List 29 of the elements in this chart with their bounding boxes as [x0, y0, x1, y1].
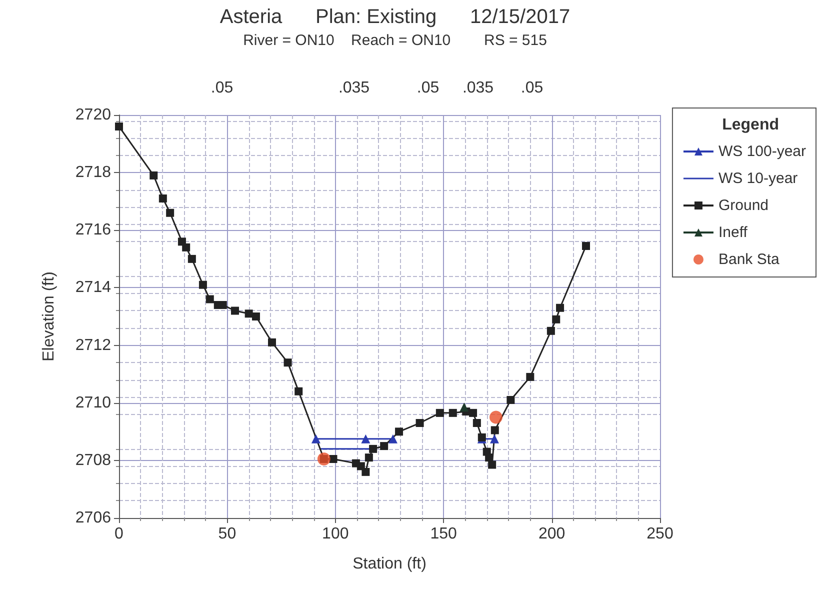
- y-tick-label: 2714: [75, 279, 112, 296]
- y-tick-label: 2718: [75, 164, 112, 182]
- x-tick-label: 100: [322, 526, 349, 542]
- legend-label: WS 10-year: [718, 170, 798, 187]
- y-tick-label: 2712: [75, 336, 112, 354]
- y-axis-title: Elevation (ft): [40, 272, 58, 362]
- x-tick-label: 50: [218, 526, 236, 542]
- text: .035: [462, 80, 494, 96]
- x-axis-title: Station (ft): [352, 556, 426, 572]
- chart-title: Asteria Plan: Existing 12/15/2017: [220, 6, 570, 28]
- legend-label: WS 100-year: [718, 143, 806, 160]
- text: .05: [210, 80, 234, 96]
- chart-subtitle: River = ON10 Reach = ON10 RS = 515: [243, 32, 547, 49]
- y-tick-label: 2720: [75, 106, 112, 124]
- legend-label: Ineff: [718, 224, 748, 241]
- x-tick-label: 0: [114, 526, 124, 542]
- legend-title: Legend: [722, 116, 779, 134]
- y-tick-label: 2716: [75, 222, 112, 239]
- y-tick-label: 2706: [75, 510, 112, 526]
- text: .035: [338, 80, 370, 96]
- x-tick-label: 150: [430, 526, 458, 542]
- text: .05: [416, 80, 440, 96]
- x-tick-label: 250: [646, 526, 674, 542]
- text: .05: [520, 80, 544, 96]
- y-tick-label: 2710: [75, 394, 112, 412]
- legend-label: Bank Sta: [718, 251, 780, 268]
- x-tick-label: 200: [538, 526, 566, 542]
- y-tick-label: 2708: [75, 452, 112, 469]
- legend-label: Ground: [718, 197, 769, 214]
